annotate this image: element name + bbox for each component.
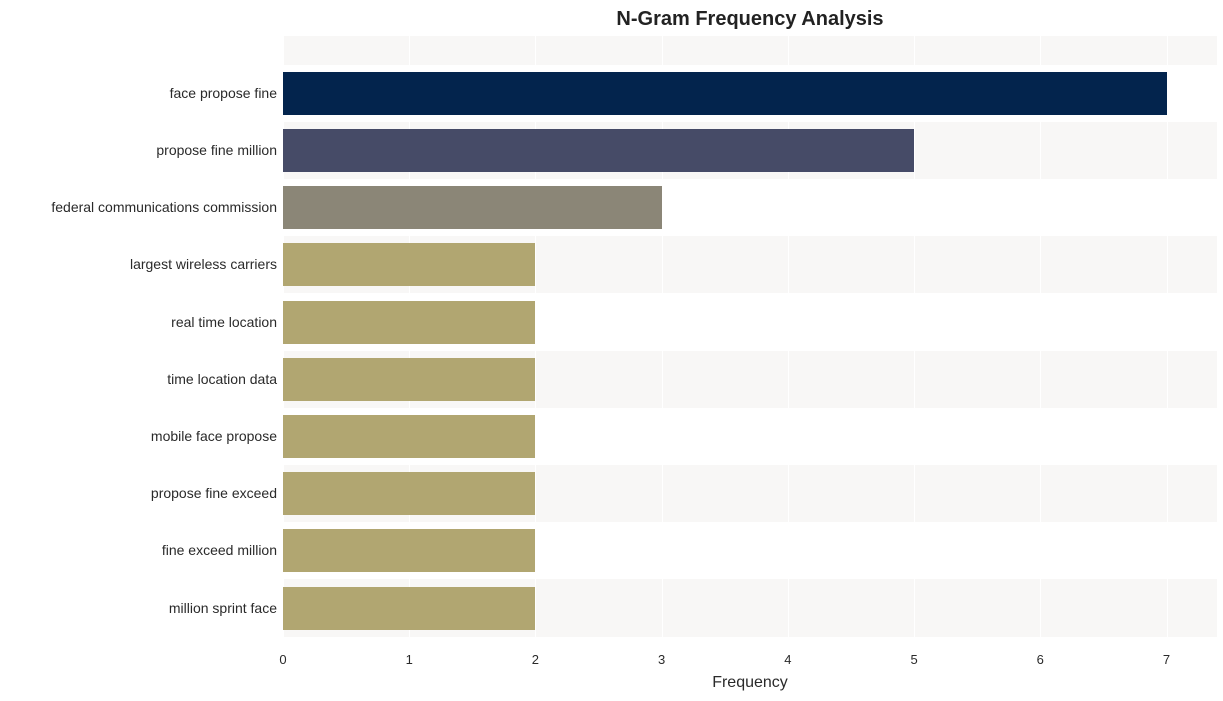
x-tick-label: 1 [406, 652, 413, 667]
y-tick-label: propose fine million [156, 142, 277, 158]
gridline [1040, 36, 1041, 646]
gridline [1167, 36, 1168, 646]
x-axis-label: Frequency [283, 674, 1217, 692]
y-tick-label: fine exceed million [162, 542, 277, 558]
bar [283, 72, 1167, 115]
x-tick-label: 4 [784, 652, 791, 667]
ngram-chart: N-Gram Frequency Analysis Frequency face… [0, 0, 1223, 701]
x-tick-label: 3 [658, 652, 665, 667]
bar [283, 358, 535, 401]
x-tick-label: 0 [279, 652, 286, 667]
bar [283, 472, 535, 515]
y-tick-label: propose fine exceed [151, 485, 277, 501]
gridline [662, 36, 663, 646]
y-tick-label: million sprint face [169, 600, 277, 616]
y-tick-label: real time location [171, 314, 277, 330]
x-tick-label: 5 [910, 652, 917, 667]
gridline [535, 36, 536, 646]
row-stripe [283, 36, 1217, 65]
bar [283, 587, 535, 630]
gridline [914, 36, 915, 646]
plot-area [283, 36, 1217, 646]
chart-title: N-Gram Frequency Analysis [0, 8, 1223, 31]
bar [283, 301, 535, 344]
x-tick-label: 6 [1037, 652, 1044, 667]
bar [283, 415, 535, 458]
x-tick-label: 2 [532, 652, 539, 667]
bar [283, 129, 914, 172]
y-tick-label: mobile face propose [151, 428, 277, 444]
y-tick-label: largest wireless carriers [130, 256, 277, 272]
x-tick-label: 7 [1163, 652, 1170, 667]
bar [283, 243, 535, 286]
bar [283, 186, 662, 229]
y-tick-label: federal communications commission [51, 199, 277, 215]
y-tick-label: time location data [167, 371, 277, 387]
bar [283, 529, 535, 572]
y-tick-label: face propose fine [170, 85, 277, 101]
gridline [788, 36, 789, 646]
row-stripe [283, 637, 1217, 666]
